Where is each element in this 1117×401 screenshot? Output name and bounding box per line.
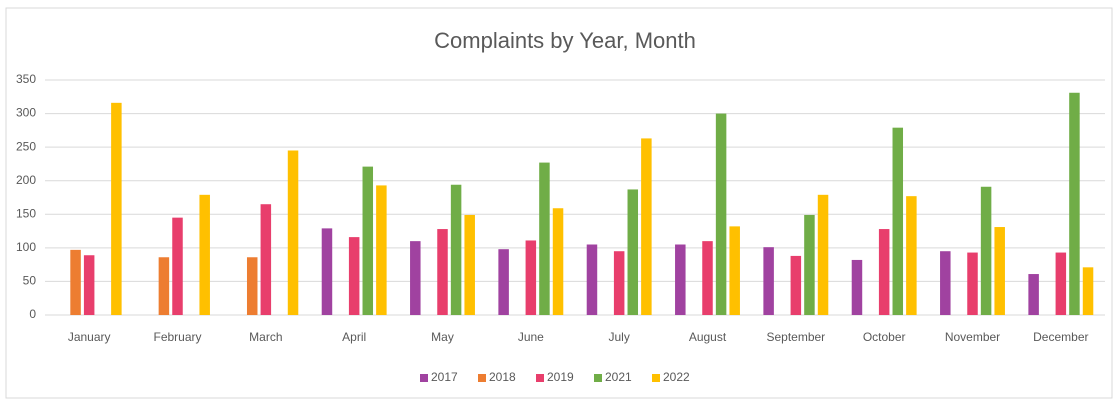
- legend-label: 2022: [663, 370, 690, 384]
- x-tick-label: February: [153, 330, 201, 344]
- bar: [525, 240, 537, 315]
- bar: [450, 184, 462, 315]
- bar: [498, 249, 509, 315]
- legend-swatch: [536, 374, 544, 382]
- x-tick-label: July: [608, 330, 629, 344]
- bar: [940, 251, 951, 315]
- legend-label: 2017: [431, 370, 458, 384]
- bar: [906, 196, 917, 315]
- legend-swatch: [478, 374, 486, 382]
- y-tick-label: 0: [29, 307, 36, 321]
- bar: [246, 257, 258, 315]
- bar: [410, 241, 421, 315]
- bar: [715, 113, 727, 315]
- bar: [851, 259, 863, 315]
- bar: [464, 214, 475, 315]
- bar: [586, 244, 598, 315]
- chart-border: [5, 7, 1113, 399]
- x-tick-label: March: [249, 330, 282, 344]
- bar: [1028, 274, 1039, 315]
- bar: [817, 194, 829, 315]
- bar: [675, 244, 686, 315]
- bar: [83, 255, 95, 315]
- legend-label: 2018: [489, 370, 516, 384]
- bar: [199, 194, 210, 315]
- x-tick-label: August: [689, 330, 727, 344]
- bar: [348, 237, 360, 315]
- bar: [627, 189, 639, 315]
- x-tick-label: January: [68, 330, 111, 344]
- bar: [702, 241, 713, 315]
- bar: [362, 166, 374, 315]
- bar: [1069, 92, 1080, 315]
- bar: [994, 227, 1005, 315]
- bar: [729, 226, 740, 315]
- y-tick-label: 100: [16, 240, 36, 254]
- y-tick-label: 250: [16, 139, 36, 153]
- bar: [376, 185, 387, 315]
- bar: [967, 252, 978, 315]
- bar: [539, 162, 550, 315]
- legend-swatch: [594, 374, 602, 382]
- bar: [641, 138, 652, 315]
- bar: [70, 249, 81, 315]
- bar: [1055, 252, 1067, 315]
- bar: [804, 214, 815, 315]
- bar: [172, 217, 183, 315]
- bar: [878, 229, 890, 315]
- y-tick-label: 50: [23, 274, 37, 288]
- legend-swatch: [652, 374, 660, 382]
- x-tick-label: December: [1033, 330, 1088, 344]
- x-tick-label: November: [945, 330, 1000, 344]
- bar: [321, 228, 333, 315]
- legend-label: 2021: [605, 370, 632, 384]
- y-tick-label: 350: [16, 72, 36, 86]
- y-tick-label: 150: [16, 206, 36, 220]
- x-tick-label: May: [431, 330, 454, 344]
- x-tick-label: October: [863, 330, 906, 344]
- x-tick-label: September: [766, 330, 825, 344]
- bar: [552, 208, 564, 315]
- bar: [1082, 267, 1094, 315]
- bar: [763, 247, 774, 315]
- x-tick-label: April: [342, 330, 366, 344]
- bar: [790, 255, 802, 315]
- bar: [111, 102, 122, 315]
- x-tick-label: June: [518, 330, 544, 344]
- chart-title: Complaints by Year, Month: [434, 28, 696, 53]
- bar: [437, 229, 448, 315]
- bar: [260, 204, 272, 315]
- bar: [980, 186, 992, 315]
- y-tick-label: 200: [16, 173, 36, 187]
- legend-swatch: [420, 374, 428, 382]
- bar: [613, 251, 625, 315]
- legend-label: 2019: [547, 370, 574, 384]
- bar: [892, 127, 904, 316]
- bar: [158, 257, 170, 315]
- y-tick-label: 300: [16, 106, 36, 120]
- bar: [287, 150, 299, 315]
